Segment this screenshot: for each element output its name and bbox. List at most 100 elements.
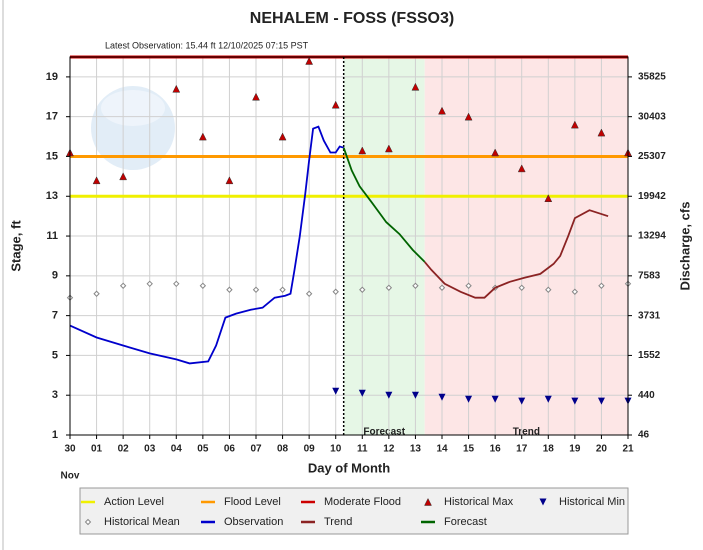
- max-marker: [597, 128, 606, 137]
- legend-label: Moderate Flood: [324, 496, 401, 508]
- max-marker: [225, 176, 234, 185]
- legend-swatch: [539, 498, 547, 506]
- y-tick-label: 15: [46, 150, 58, 162]
- x-tick-label: 19: [569, 444, 581, 455]
- x-tick-label: 21: [622, 444, 634, 455]
- x-tick-label: 20: [596, 444, 608, 455]
- y-tick-label: 5: [52, 349, 58, 361]
- x-tick-label: 18: [543, 444, 555, 455]
- min-marker: [597, 397, 605, 405]
- y2-axis-label: Discharge, cfs: [677, 202, 692, 291]
- max-marker: [305, 56, 314, 65]
- legend-label: Historical Max: [444, 496, 514, 508]
- x-tick-label: 05: [197, 444, 209, 455]
- y2-tick-label: 7583: [638, 270, 661, 281]
- mean-marker: [518, 284, 525, 291]
- min-marker: [385, 391, 393, 399]
- series-line: [424, 209, 609, 299]
- legend-label: Historical Min: [559, 496, 625, 508]
- y-tick-label: 9: [52, 270, 58, 282]
- x-tick-label: 12: [383, 444, 395, 455]
- legend-label: Forecast: [444, 516, 487, 528]
- max-marker: [358, 146, 367, 155]
- legend-swatch: [424, 497, 432, 506]
- series-line: [342, 147, 426, 263]
- min-marker: [411, 391, 419, 399]
- y2-tick-label: 35825: [638, 72, 666, 83]
- mean-marker: [412, 282, 419, 289]
- x-tick-label: 10: [330, 444, 342, 455]
- min-marker: [332, 387, 340, 395]
- y2-tick-label: 19942: [638, 191, 666, 202]
- legend-label: Action Level: [104, 496, 164, 508]
- x-tick-label: 06: [224, 444, 236, 455]
- x-tick-label: 03: [144, 444, 156, 455]
- mean-marker: [438, 284, 446, 291]
- x-tick-label: 11: [357, 444, 368, 455]
- max-marker: [384, 144, 393, 153]
- x-tick-label: 07: [250, 444, 262, 455]
- y-tick-label: 17: [46, 111, 58, 123]
- max-marker: [464, 112, 473, 121]
- mean-marker: [359, 286, 366, 293]
- plot-border: [69, 56, 629, 436]
- chart-subtitle: Latest Observation: 15.44 ft 12/10/2025 …: [105, 40, 309, 50]
- max-marker: [491, 148, 500, 157]
- mean-marker: [279, 286, 286, 293]
- region-label: Trend: [513, 427, 540, 438]
- mean-marker: [385, 284, 393, 291]
- y-tick-label: 1: [52, 429, 58, 441]
- y-tick-label: 13: [46, 190, 58, 202]
- max-marker: [198, 132, 207, 141]
- max-marker: [172, 84, 181, 93]
- y2-tick-label: 3731: [638, 310, 661, 321]
- legend-label: Observation: [224, 516, 283, 528]
- mean-marker: [332, 288, 339, 295]
- region-label: Forecast: [363, 427, 405, 438]
- x-tick-label: 04: [171, 444, 183, 455]
- y-tick-label: 19: [46, 71, 58, 83]
- mean-marker: [146, 280, 153, 288]
- x-tick-label: 09: [304, 444, 316, 455]
- min-marker: [491, 395, 499, 403]
- chart-title: NEHALEM - FOSS (FSSO3): [250, 10, 454, 27]
- x-tick-label: 01: [91, 444, 103, 455]
- mean-marker: [93, 290, 100, 297]
- min-marker: [544, 395, 552, 403]
- legend-swatch: [84, 518, 92, 526]
- x-tick-label: 15: [463, 444, 475, 455]
- y-tick-label: 11: [46, 230, 58, 242]
- x-tick-label: 14: [436, 444, 448, 455]
- mean-marker: [173, 280, 180, 288]
- x-sublabel: Nov: [61, 471, 80, 482]
- mean-marker: [199, 282, 207, 289]
- max-marker: [411, 82, 420, 91]
- mean-marker: [545, 286, 552, 293]
- x-tick-label: 13: [410, 444, 422, 455]
- mean-marker: [305, 290, 313, 297]
- x-tick-label: 08: [277, 444, 289, 455]
- legend-label: Flood Level: [224, 496, 281, 508]
- y2-tick-label: 13294: [638, 231, 666, 242]
- region: [424, 57, 628, 435]
- x-tick-label: 30: [64, 444, 76, 455]
- series-line: [69, 125, 344, 365]
- region: [343, 57, 425, 435]
- mean-marker: [252, 286, 260, 293]
- y2-tick-label: 440: [638, 390, 655, 401]
- y-tick-label: 3: [52, 389, 58, 401]
- mean-marker: [119, 282, 127, 289]
- y2-tick-label: 30403: [638, 111, 666, 122]
- mean-marker: [571, 288, 579, 295]
- max-marker: [570, 120, 579, 129]
- x-tick-label: 16: [490, 444, 502, 455]
- x-tick-label: 17: [516, 444, 528, 455]
- min-marker: [571, 397, 579, 405]
- max-marker: [331, 100, 340, 109]
- max-marker: [544, 194, 553, 203]
- max-marker: [438, 106, 446, 115]
- min-marker: [518, 397, 526, 405]
- y-axis-label: Stage, ft: [8, 220, 23, 272]
- y2-tick-label: 25307: [638, 151, 666, 162]
